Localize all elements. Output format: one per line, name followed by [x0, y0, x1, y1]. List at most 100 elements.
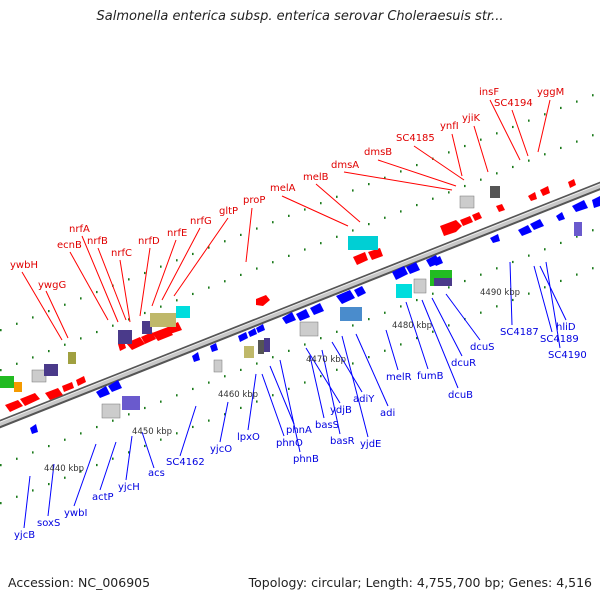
- gene-label: nrfE: [167, 228, 187, 239]
- tick-mark: [80, 337, 82, 340]
- tick-mark: [336, 235, 338, 238]
- tick-mark: [160, 438, 162, 441]
- tick-mark: [400, 170, 402, 173]
- leader-line: [309, 355, 325, 419]
- tick-mark: [224, 240, 226, 243]
- tick-mark: [320, 375, 322, 378]
- tick-mark: [480, 311, 482, 314]
- forward-gene-labels: ywbH ywgG ecnB nrfA nrfB nrfC nrfD nrfE …: [10, 87, 564, 291]
- leader-line: [23, 475, 31, 529]
- gene-label: adi: [380, 408, 395, 419]
- tick-mark: [96, 425, 98, 429]
- tick-mark: [128, 451, 130, 454]
- leader-line: [413, 145, 465, 181]
- reverse-gene-labels: yjcB soxS ywbI actP yjcH acs SC4162 yjcO…: [14, 322, 587, 541]
- gene-label: yjcO: [210, 444, 232, 455]
- kbp-scale-labels: 4440 kbp 4450 kbp 4460 kbp 4470 kbp 4480…: [44, 288, 520, 474]
- tick-mark: [368, 183, 370, 186]
- gene-label: acs: [148, 468, 165, 479]
- tick-mark: [512, 165, 514, 169]
- leader-line: [179, 405, 197, 457]
- tick-mark: [576, 140, 578, 143]
- tick-mark: [400, 305, 402, 308]
- gene-arrow: [45, 388, 63, 400]
- forward-strand-features: [0, 179, 576, 412]
- tick-mark: [496, 132, 498, 135]
- leader-line: [21, 271, 63, 341]
- tick-mark: [336, 195, 338, 198]
- tick-mark: [144, 406, 146, 410]
- tick-mark: [160, 265, 162, 268]
- tick-mark: [448, 324, 450, 327]
- tick-mark: [16, 362, 18, 365]
- tick-mark: [48, 309, 50, 313]
- tick-mark: [352, 229, 354, 232]
- gene-label: nrfA: [69, 224, 90, 235]
- gene-arrow: [460, 216, 473, 226]
- tick-mark: [224, 280, 226, 283]
- leader-line: [405, 301, 429, 370]
- gene-label: yjiK: [462, 113, 480, 124]
- gene-block: [574, 222, 582, 236]
- leader-line: [161, 227, 201, 301]
- gene-label: gltP: [219, 206, 238, 217]
- gene-block: [0, 376, 14, 388]
- tick-mark: [256, 362, 258, 365]
- gene-arrow: [572, 200, 588, 212]
- tick-mark: [304, 343, 306, 346]
- gene-arrow: [192, 352, 200, 362]
- gene-arrow: [568, 179, 576, 188]
- gene-arrow: [496, 204, 505, 212]
- gene-arrow: [353, 252, 368, 265]
- tick-mark: [416, 336, 418, 340]
- gene-label: hliD: [556, 322, 576, 333]
- tick-mark: [368, 223, 370, 226]
- tick-mark: [592, 229, 594, 232]
- gene-arrow: [472, 212, 482, 221]
- gene-arrow: [336, 290, 355, 304]
- leader-line: [315, 183, 361, 223]
- tick-mark: [256, 400, 258, 403]
- gene-label: nrfB: [87, 236, 108, 247]
- gene-arrow: [76, 376, 86, 386]
- leader-line: [331, 341, 363, 393]
- tick-mark: [592, 134, 594, 137]
- tick-mark: [0, 329, 2, 332]
- gene-block: [68, 352, 76, 364]
- tick-mark: [560, 146, 562, 150]
- gene-arrow: [354, 286, 366, 297]
- tick-mark: [192, 425, 194, 429]
- leader-line: [247, 373, 257, 431]
- tick-mark: [416, 203, 418, 207]
- tick-mark: [272, 356, 274, 359]
- tick-mark: [0, 464, 2, 467]
- leader-line: [151, 239, 177, 307]
- accession-text: Accession: NC_006905: [8, 575, 151, 590]
- gene-arrow: [141, 332, 156, 344]
- tick-tracks: [0, 94, 594, 505]
- tick-mark: [192, 252, 194, 256]
- tick-mark: [32, 316, 34, 319]
- tick-mark: [288, 214, 290, 217]
- tick-mark: [240, 233, 242, 237]
- gene-block: [413, 278, 427, 294]
- tick-mark: [272, 221, 274, 224]
- gene-arrow: [96, 386, 110, 398]
- tick-mark: [16, 457, 18, 460]
- tick-mark: [0, 502, 2, 505]
- tick-mark: [256, 267, 258, 270]
- kbp-label: 4470 kbp: [306, 355, 346, 365]
- gene-block: [213, 359, 223, 373]
- kbp-label: 4480 kbp: [392, 321, 432, 331]
- gene-label: dcuS: [470, 342, 495, 353]
- genome-backbone: [0, 181, 600, 429]
- leader-line: [139, 247, 151, 317]
- tick-mark: [560, 106, 562, 110]
- tick-mark: [128, 278, 130, 281]
- gene-arrow: [30, 424, 38, 434]
- tick-mark: [272, 394, 274, 397]
- gene-label: SC4187: [500, 327, 539, 338]
- gene-label: dcuB: [448, 390, 473, 401]
